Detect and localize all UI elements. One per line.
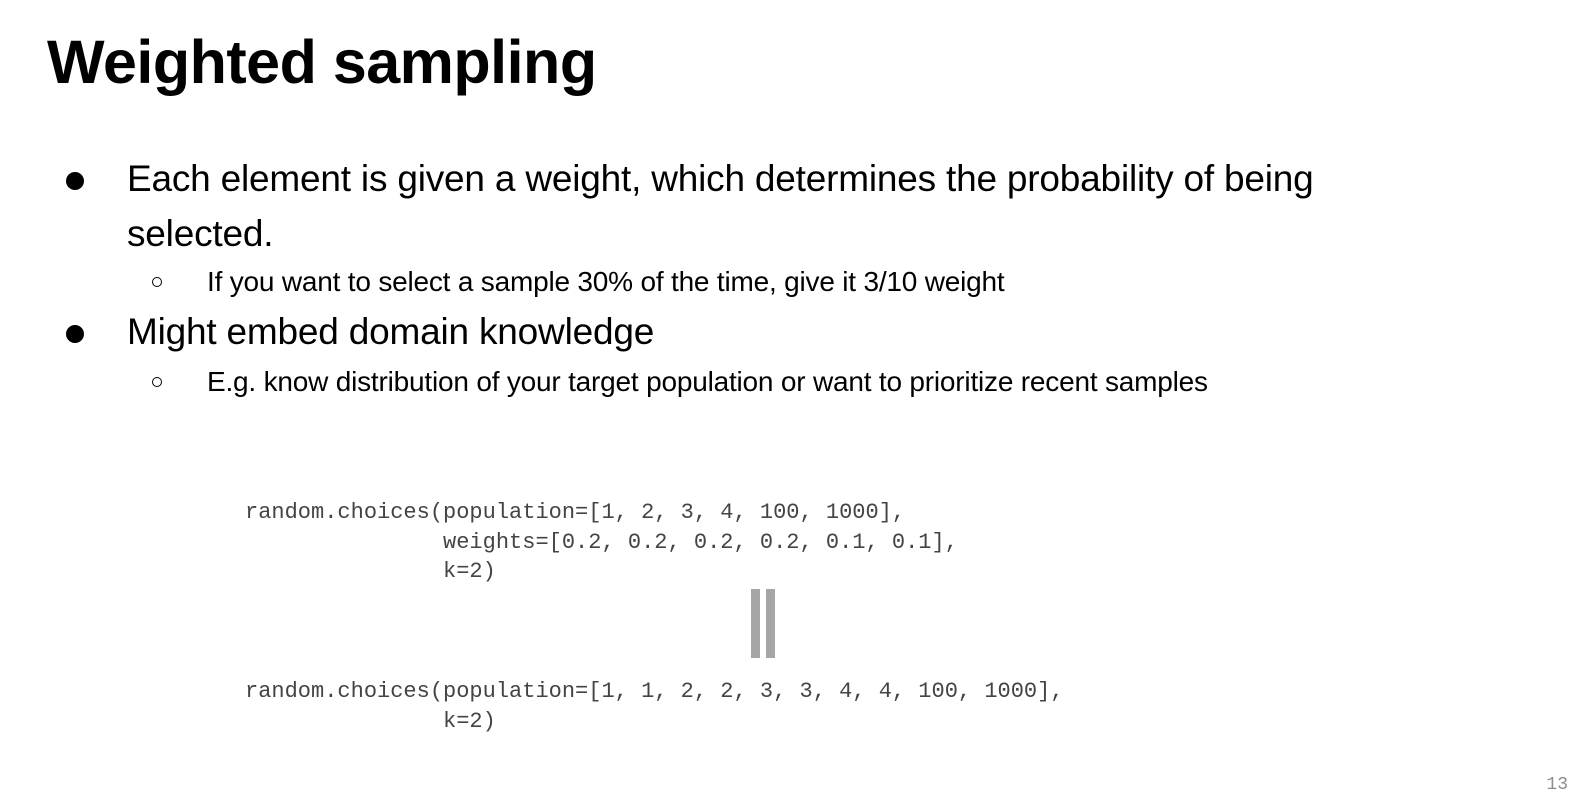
sub-bullet-circle-icon — [152, 377, 162, 387]
bullet-text: Each element is given a weight, which de… — [127, 158, 1314, 254]
equals-sign-bar — [751, 589, 760, 658]
sub-bullet-text: If you want to select a sample 30% of th… — [207, 266, 1005, 297]
equals-sign-bar — [766, 589, 775, 658]
bullet-dot-icon — [66, 325, 84, 343]
equals-sign-icon — [751, 589, 775, 658]
page-number: 13 — [1546, 775, 1568, 795]
sub-bullet-text: E.g. know distribution of your target po… — [207, 366, 1208, 397]
bullet-text: Might embed domain knowledge — [127, 311, 655, 352]
code-snippet-weighted: random.choices(population=[1, 2, 3, 4, 1… — [245, 500, 958, 584]
code-snippet-duplicated: random.choices(population=[1, 1, 2, 2, 3… — [245, 679, 1064, 734]
bullet-dot-icon — [66, 172, 84, 190]
sub-bullet-circle-icon — [152, 277, 162, 287]
slide-title: Weighted sampling — [47, 28, 597, 96]
